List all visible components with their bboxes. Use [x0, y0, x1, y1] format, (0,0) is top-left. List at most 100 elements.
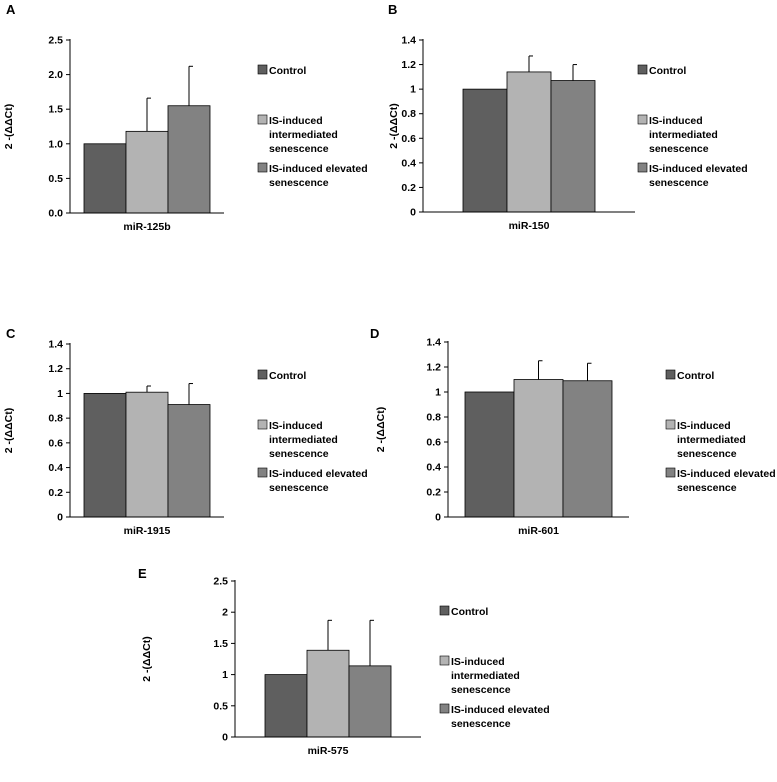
y-tick-label: 0.0: [48, 208, 63, 220]
x-category-label: miR-1915: [124, 525, 171, 537]
panel-letter: E: [138, 566, 147, 581]
legend-label-intermediate: senescence: [269, 143, 329, 155]
legend-label-control: Control: [649, 65, 686, 77]
legend-swatch-control: [257, 369, 268, 380]
legend-swatch-intermediate: [439, 655, 450, 666]
bar-intermediate: [125, 130, 169, 214]
y-tick-label: 0.8: [48, 413, 63, 425]
legend-swatch-elevated: [257, 162, 268, 173]
x-category-label: miR-601: [518, 525, 559, 537]
y-tick-label: 2.5: [213, 576, 228, 588]
y-tick-label: 0: [57, 512, 63, 524]
legend-label-intermediate: senescence: [269, 448, 329, 460]
legend-label-elevated: senescence: [677, 482, 737, 494]
legend-label-elevated: senescence: [451, 718, 511, 730]
legend-swatch-elevated: [439, 703, 450, 714]
legend-label-elevated: IS-induced elevated: [451, 704, 550, 716]
legend-label-control: Control: [269, 370, 306, 382]
panel-letter: C: [6, 326, 16, 341]
legend-label-intermediate: senescence: [649, 143, 709, 155]
y-tick-label: 0.2: [426, 487, 441, 499]
y-tick-label: 1.4: [426, 337, 441, 349]
x-category-label: miR-150: [509, 220, 550, 232]
y-tick-label: 0.8: [426, 412, 441, 424]
y-tick-label: 1.2: [426, 362, 441, 374]
y-tick-label: 1: [222, 669, 228, 681]
y-tick-label: 1: [57, 388, 63, 400]
legend-swatch-elevated: [637, 162, 648, 173]
y-axis-label: 2 -(ΔΔCt): [3, 408, 15, 453]
y-axis-label: 2 -(ΔΔCt): [141, 636, 153, 681]
y-axis-label: 2 -(ΔΔCt): [3, 104, 15, 149]
y-tick-label: 2.5: [48, 35, 63, 47]
legend-label-control: Control: [451, 606, 488, 618]
legend-label-intermediate: IS-induced: [677, 420, 731, 432]
legend-swatch-intermediate: [257, 419, 268, 430]
y-tick-label: 0.5: [213, 700, 228, 712]
panel-c: C 0 0.2 0.4 0.6 0.8 1 1.2 1.4 2 -(ΔΔCt) miR-1915 Co…: [0, 320, 380, 550]
panel-letter: A: [6, 2, 16, 17]
legend-label-control: Control: [677, 370, 714, 382]
bar-control: [264, 674, 308, 738]
legend-label-intermediate: intermediated: [269, 434, 338, 446]
y-tick-label: 0.2: [401, 182, 416, 194]
panel-d: D 0 0.2 0.4 0.6 0.8 1 1.2 1.4 2 -(ΔΔCt) miR-601 Con…: [368, 320, 777, 550]
y-tick-label: 1.5: [213, 638, 228, 650]
legend-swatch-control: [665, 369, 676, 380]
y-tick-label: 0.6: [426, 437, 441, 449]
chart-panel-c: C 0 0.2 0.4 0.6 0.8 1 1.2 1.4 2 -(ΔΔCt) miR-1915 Co…: [3, 326, 368, 537]
y-tick-label: 1.2: [401, 59, 416, 71]
legend-label-elevated: IS-induced elevated: [677, 468, 776, 480]
legend-label-intermediate: IS-induced: [451, 656, 505, 668]
panel-b: B 0 0.2 0.4 0.6 0.8 1 1.2 1.4 2 -(ΔΔCt) miR-150 Con…: [388, 0, 777, 240]
legend-swatch-elevated: [665, 467, 676, 478]
y-tick-label: 2.0: [48, 69, 63, 81]
legend-label-intermediate: intermediated: [269, 129, 338, 141]
y-tick-label: 1.4: [48, 339, 63, 351]
legend-swatch-intermediate: [257, 114, 268, 125]
y-tick-label: 0: [435, 512, 441, 524]
bar-control: [83, 143, 127, 214]
bar-intermediate: [125, 391, 169, 518]
bar-intermediate: [306, 649, 350, 738]
legend-label-elevated: senescence: [269, 177, 329, 189]
legend-swatch-intermediate: [637, 114, 648, 125]
bar-intermediate: [513, 379, 564, 518]
chart-panel-e: E 0 0.5 1 1.5 2 2.5 2 -(ΔΔCt) miR-575 Control IS-…: [138, 566, 550, 757]
legend-swatch-elevated: [257, 467, 268, 478]
legend-label-elevated: IS-induced elevated: [649, 163, 748, 175]
bar-elevated: [167, 105, 211, 214]
y-tick-label: 0.4: [426, 462, 441, 474]
x-category-label: miR-125b: [123, 221, 170, 233]
chart-panel-d: D 0 0.2 0.4 0.6 0.8 1 1.2 1.4 2 -(ΔΔCt) miR-601 Con…: [370, 326, 776, 537]
y-tick-label: 0.2: [48, 487, 63, 499]
legend-label-control: Control: [269, 65, 306, 77]
y-tick-label: 1.2: [48, 363, 63, 375]
legend-swatch-control: [439, 605, 450, 616]
bar-control: [464, 391, 515, 518]
legend-label-intermediate: intermediated: [451, 670, 520, 682]
legend-label-intermediate: senescence: [677, 448, 737, 460]
y-tick-label: 0.6: [48, 437, 63, 449]
y-tick-label: 0: [410, 207, 416, 219]
bar-control: [83, 393, 127, 518]
y-tick-label: 1.5: [48, 104, 63, 116]
legend-label-elevated: IS-induced elevated: [269, 163, 368, 175]
legend-label-intermediate: senescence: [451, 684, 511, 696]
y-tick-label: 0.8: [401, 108, 416, 120]
bar-intermediate: [506, 71, 552, 213]
panel-e: E 0 0.5 1 1.5 2 2.5 2 -(ΔΔCt) miR-575 Control IS-…: [130, 560, 550, 777]
legend-swatch-control: [637, 64, 648, 75]
panel-a: A 0.0 0.5 1.0 1.5 2.0 2.5 2 -(ΔΔCt) miR-125b Cont…: [0, 0, 380, 240]
y-axis-label: 2 -(ΔΔCt): [375, 407, 387, 452]
y-tick-label: 1.4: [401, 35, 416, 47]
legend-label-intermediate: IS-induced: [269, 115, 323, 127]
chart-panel-a: A 0.0 0.5 1.0 1.5 2.0 2.5 2 -(ΔΔCt) miR-125b Cont…: [3, 2, 368, 233]
y-tick-label: 1: [435, 387, 441, 399]
legend-label-intermediate: IS-induced: [649, 115, 703, 127]
bar-elevated: [348, 665, 392, 738]
y-tick-label: 0.4: [401, 157, 416, 169]
bar-elevated: [550, 80, 596, 213]
x-category-label: miR-575: [308, 745, 349, 757]
y-tick-label: 0.5: [48, 173, 63, 185]
